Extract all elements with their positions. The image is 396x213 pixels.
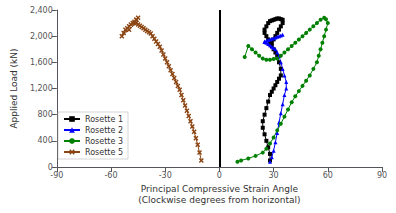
- svg-text:Rosette 2: Rosette 2: [85, 126, 123, 135]
- svg-text:800: 800: [38, 110, 53, 119]
- svg-text:-30: -30: [159, 171, 172, 180]
- svg-text:400: 400: [38, 136, 53, 145]
- svg-text:1,600: 1,600: [30, 58, 53, 67]
- svg-text:Rosette 3: Rosette 3: [85, 137, 123, 146]
- svg-text:90: 90: [377, 171, 387, 180]
- svg-text:30: 30: [269, 171, 279, 180]
- svg-text:(Clockwise degrees from horizo: (Clockwise degrees from horizontal): [138, 195, 300, 205]
- svg-text:1,200: 1,200: [30, 84, 53, 93]
- svg-text:0: 0: [47, 162, 53, 172]
- svg-text:Rosette 1: Rosette 1: [85, 115, 123, 124]
- svg-text:60: 60: [323, 171, 333, 180]
- svg-text:2,400: 2,400: [30, 6, 53, 15]
- svg-text:0: 0: [217, 171, 222, 180]
- svg-text:-90: -90: [50, 171, 63, 180]
- svg-text:Rosette 5: Rosette 5: [85, 148, 123, 157]
- svg-text:Applied Load (kN): Applied Load (kN): [9, 48, 19, 128]
- svg-text:2,000: 2,000: [30, 32, 53, 41]
- svg-text:Principal Compressive Strain A: Principal Compressive Strain Angle: [141, 184, 299, 194]
- svg-text:-60: -60: [104, 171, 117, 180]
